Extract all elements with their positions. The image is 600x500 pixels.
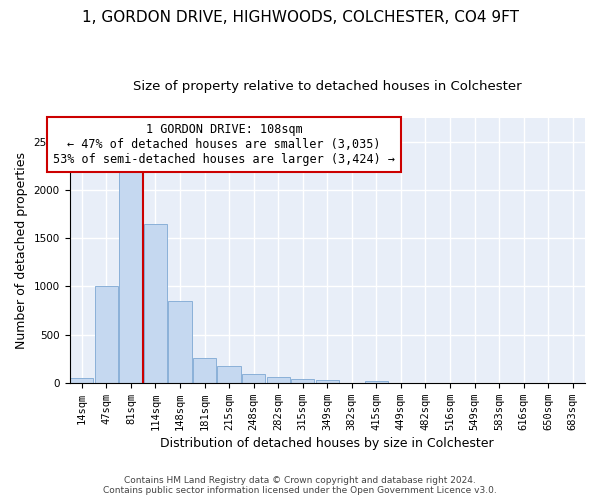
Bar — [365, 381, 388, 383]
Text: Contains HM Land Registry data © Crown copyright and database right 2024.
Contai: Contains HM Land Registry data © Crown c… — [103, 476, 497, 495]
Bar — [193, 358, 216, 383]
Bar — [217, 366, 241, 383]
Bar — [119, 146, 143, 383]
Bar — [70, 378, 94, 383]
Text: 1 GORDON DRIVE: 108sqm
← 47% of detached houses are smaller (3,035)
53% of semi-: 1 GORDON DRIVE: 108sqm ← 47% of detached… — [53, 123, 395, 166]
Bar — [242, 374, 265, 383]
Bar — [316, 380, 339, 383]
Bar — [266, 377, 290, 383]
Bar — [169, 301, 191, 383]
Y-axis label: Number of detached properties: Number of detached properties — [15, 152, 28, 349]
Bar — [291, 379, 314, 383]
Bar — [144, 224, 167, 383]
Text: 1, GORDON DRIVE, HIGHWOODS, COLCHESTER, CO4 9FT: 1, GORDON DRIVE, HIGHWOODS, COLCHESTER, … — [82, 10, 518, 25]
X-axis label: Distribution of detached houses by size in Colchester: Distribution of detached houses by size … — [160, 437, 494, 450]
Title: Size of property relative to detached houses in Colchester: Size of property relative to detached ho… — [133, 80, 521, 93]
Bar — [95, 286, 118, 383]
